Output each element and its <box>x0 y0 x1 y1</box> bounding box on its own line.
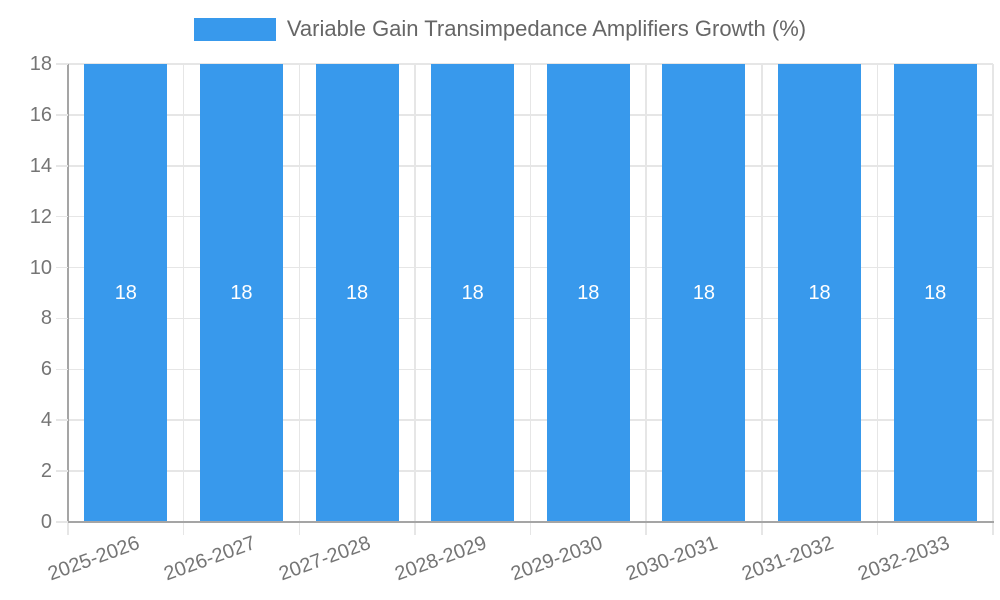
bar-value-label: 18 <box>692 282 716 304</box>
v-gridline <box>182 64 185 522</box>
x-axis-tick-label: 2029-2030 <box>507 531 606 586</box>
bar[interactable] <box>84 64 168 522</box>
v-gridline <box>529 64 532 522</box>
bar[interactable] <box>199 64 283 522</box>
x-tick-mark <box>298 523 300 535</box>
y-axis-tick-label: 6 <box>40 358 52 381</box>
y-tick-mark <box>56 63 68 65</box>
x-axis-tick-label: 2028-2029 <box>392 531 490 586</box>
v-gridline <box>761 64 763 522</box>
v-gridline <box>414 64 416 522</box>
chart-title: Variable Gain Transimpedance Amplifiers … <box>286 16 807 41</box>
v-gridline <box>645 64 647 522</box>
v-gridline <box>992 64 994 522</box>
y-axis-tick-label: 4 <box>40 409 52 432</box>
x-axis-tick-label: 2025-2026 <box>45 531 143 586</box>
x-axis-tick-label: 2031-2032 <box>739 531 837 586</box>
legend-swatch-icon <box>193 17 276 41</box>
bar[interactable] <box>315 64 399 522</box>
x-tick-mark <box>992 523 994 535</box>
y-axis-line <box>67 64 69 523</box>
y-tick-mark <box>56 266 68 269</box>
x-tick-mark <box>529 523 532 535</box>
y-tick-mark <box>56 521 68 523</box>
y-tick-mark <box>56 419 68 421</box>
bar-value-label: 18 <box>577 282 600 304</box>
y-axis-tick-label: 14 <box>29 154 52 177</box>
x-tick-mark <box>876 523 879 535</box>
bar-value-label: 18 <box>808 282 831 304</box>
chart-legend[interactable]: Variable Gain Transimpedance Amplifiers … <box>0 16 1000 42</box>
y-tick-mark <box>56 114 68 116</box>
y-tick-mark <box>56 368 68 371</box>
x-axis-tick-label: 2030-2031 <box>623 531 721 586</box>
y-tick-mark <box>56 215 68 218</box>
x-axis-tick-label: 2032-2033 <box>854 531 953 586</box>
bar-value-label: 18 <box>924 282 947 304</box>
y-axis-tick-label: 12 <box>29 205 52 228</box>
y-axis-tick-label: 0 <box>40 511 52 533</box>
bar[interactable] <box>893 64 977 522</box>
x-tick-mark <box>761 523 763 535</box>
y-tick-mark <box>56 470 68 472</box>
y-tick-mark <box>56 317 68 320</box>
v-gridline <box>876 64 879 522</box>
y-axis-tick-label: 16 <box>29 103 52 126</box>
x-axis-tick-label: 2026-2027 <box>160 531 259 586</box>
x-tick-mark <box>645 523 647 535</box>
bar[interactable] <box>546 64 630 522</box>
x-axis-line <box>67 521 994 523</box>
x-tick-mark <box>414 523 416 535</box>
y-axis-tick-label: 18 <box>29 53 52 75</box>
v-gridline <box>298 64 300 522</box>
bar-value-label: 18 <box>345 282 369 304</box>
bar-value-label: 18 <box>230 282 253 304</box>
bar[interactable] <box>431 64 515 522</box>
x-axis-tick-label: 2027-2028 <box>276 531 374 586</box>
x-tick-mark <box>67 523 69 535</box>
x-tick-mark <box>182 523 185 535</box>
bar[interactable] <box>778 64 862 522</box>
plot-area: 18 18 18 18 18 18 18 18 <box>68 63 994 523</box>
bar[interactable] <box>662 64 746 522</box>
y-axis-tick-label: 8 <box>40 307 52 330</box>
y-axis-tick-label: 10 <box>29 256 52 279</box>
y-tick-mark <box>56 165 68 167</box>
bar-value-label: 18 <box>461 282 484 304</box>
y-axis-tick-label: 2 <box>40 460 52 483</box>
bar-value-label: 18 <box>114 282 137 304</box>
